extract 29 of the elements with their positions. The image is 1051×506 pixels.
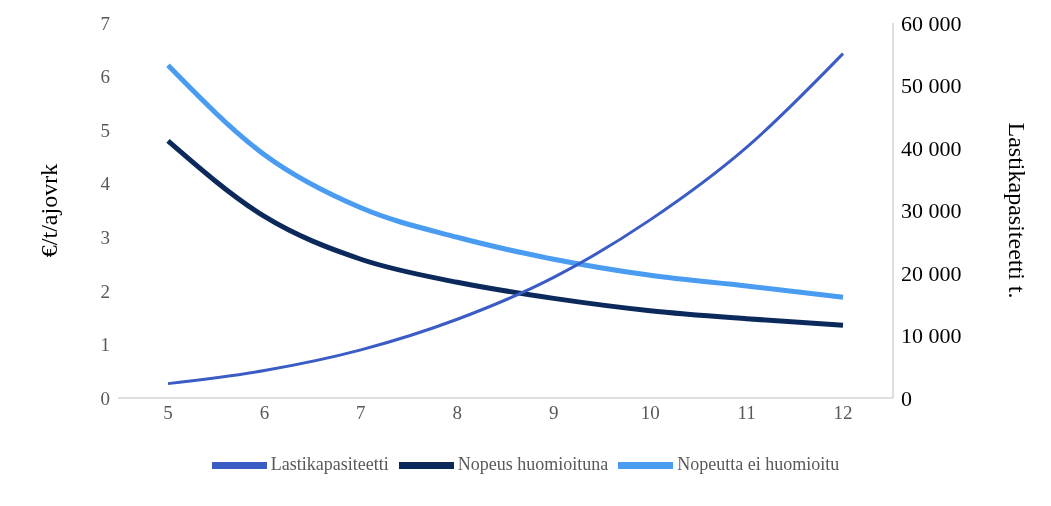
y2-tick-label: 50 000	[901, 73, 962, 99]
y2-tick-label: 10 000	[901, 323, 962, 349]
y-tick-label: 0	[100, 387, 110, 409]
x-tick-label: 12	[833, 402, 853, 424]
y-tick-label: 1	[100, 334, 110, 356]
x-tick-label: 10	[640, 402, 660, 424]
y-tick-label: 4	[100, 173, 111, 195]
y-axis-title: €/t/ajovrk	[35, 163, 62, 258]
y2-tick-label: 60 000	[901, 10, 962, 36]
legend-label: Lastikapasiteetti	[270, 453, 389, 474]
legend-label: Nopeutta ei huomioitu	[677, 453, 840, 474]
y-tick-label: 5	[100, 119, 110, 141]
y2-tick-label: 20 000	[901, 260, 962, 286]
y2-tick-label: 40 000	[901, 135, 962, 161]
x-tick-label: 8	[452, 402, 463, 424]
y2-axis-title: Lastikapasiteetti t.	[1004, 122, 1031, 299]
x-tick-label: 7	[356, 402, 366, 424]
x-tick-label: 11	[737, 402, 756, 424]
y-tick-label: 6	[100, 66, 110, 88]
x-tick-label: 9	[548, 402, 559, 424]
x-tick-label: 5	[163, 402, 173, 424]
legend-label: Nopeus huomioituna	[457, 453, 609, 474]
line-series	[166, 52, 845, 386]
y2-tick-label: 30 000	[901, 198, 962, 224]
y-tick-label: 3	[100, 227, 110, 249]
y-tick-label: 2	[100, 280, 110, 302]
y2-tick-label: 0	[901, 385, 912, 411]
x-tick-label: 6	[259, 402, 270, 424]
y-tick-label: 7	[100, 12, 110, 34]
